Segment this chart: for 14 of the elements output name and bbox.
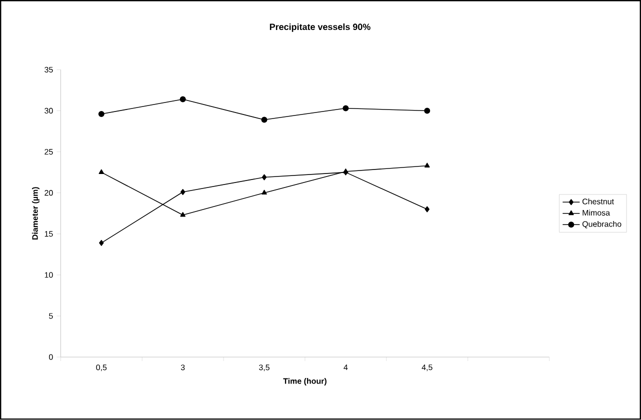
point [342, 105, 349, 112]
point [99, 240, 104, 246]
point [424, 108, 430, 114]
point [424, 206, 430, 212]
point [98, 169, 104, 174]
point [98, 111, 104, 118]
point [262, 174, 267, 180]
point [261, 116, 268, 123]
point [180, 96, 186, 102]
point [180, 189, 186, 196]
point [180, 212, 186, 217]
point [262, 190, 267, 195]
chart-title: Precipitate vessels 90% [270, 24, 370, 32]
point [424, 162, 430, 168]
